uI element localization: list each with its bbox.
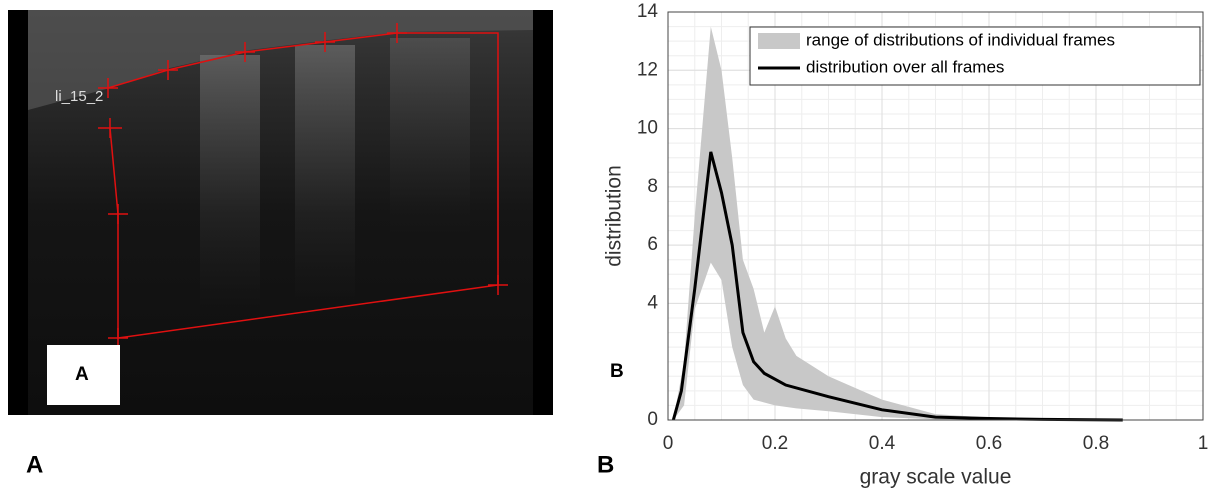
- y-tick-label: 4: [647, 292, 658, 313]
- y-tick-label: 8: [647, 176, 658, 197]
- x-tick-label: 0.4: [869, 433, 896, 454]
- legend-label: distribution over all frames: [806, 57, 1004, 76]
- streak: [390, 38, 470, 238]
- x-tick-label: 0.6: [976, 433, 1002, 454]
- y-tick-label: 10: [637, 118, 658, 139]
- inset-label-box: [47, 345, 120, 405]
- x-axis-label: gray scale value: [860, 466, 1012, 489]
- axes-box: [667, 11, 1204, 421]
- legend: range of distributions of individual fra…: [749, 26, 1201, 86]
- x-tick-label: 0.8: [1083, 433, 1109, 454]
- x-tick-label: 1: [1198, 433, 1209, 454]
- y-tick-label: 0: [647, 409, 658, 430]
- inset-label: A: [75, 364, 89, 385]
- range-band: [673, 26, 1123, 420]
- x-tick-label: 0.2: [762, 433, 788, 454]
- legend-label: range of distributions of individual fra…: [806, 30, 1115, 49]
- distribution-line: [671, 151, 1123, 422]
- ultrasound-panel: li_15_2 A: [8, 10, 553, 415]
- legend-box: [749, 26, 1201, 86]
- y-tick-label: 14: [637, 1, 659, 22]
- inset-label: B: [610, 361, 624, 382]
- tissue-layer: [28, 10, 533, 110]
- streak: [295, 45, 355, 305]
- y-tick-label: 6: [647, 234, 658, 255]
- panel-label: B: [597, 451, 614, 478]
- roi-label: li_15_2: [55, 88, 103, 105]
- legend-swatch: [758, 33, 800, 49]
- y-tick-label: 12: [637, 59, 658, 80]
- panel-label: A: [26, 451, 43, 478]
- streak: [200, 55, 260, 315]
- y-axis-label: distribution: [603, 165, 626, 267]
- x-tick-label: 0: [663, 433, 674, 454]
- roi-outline: [98, 23, 508, 348]
